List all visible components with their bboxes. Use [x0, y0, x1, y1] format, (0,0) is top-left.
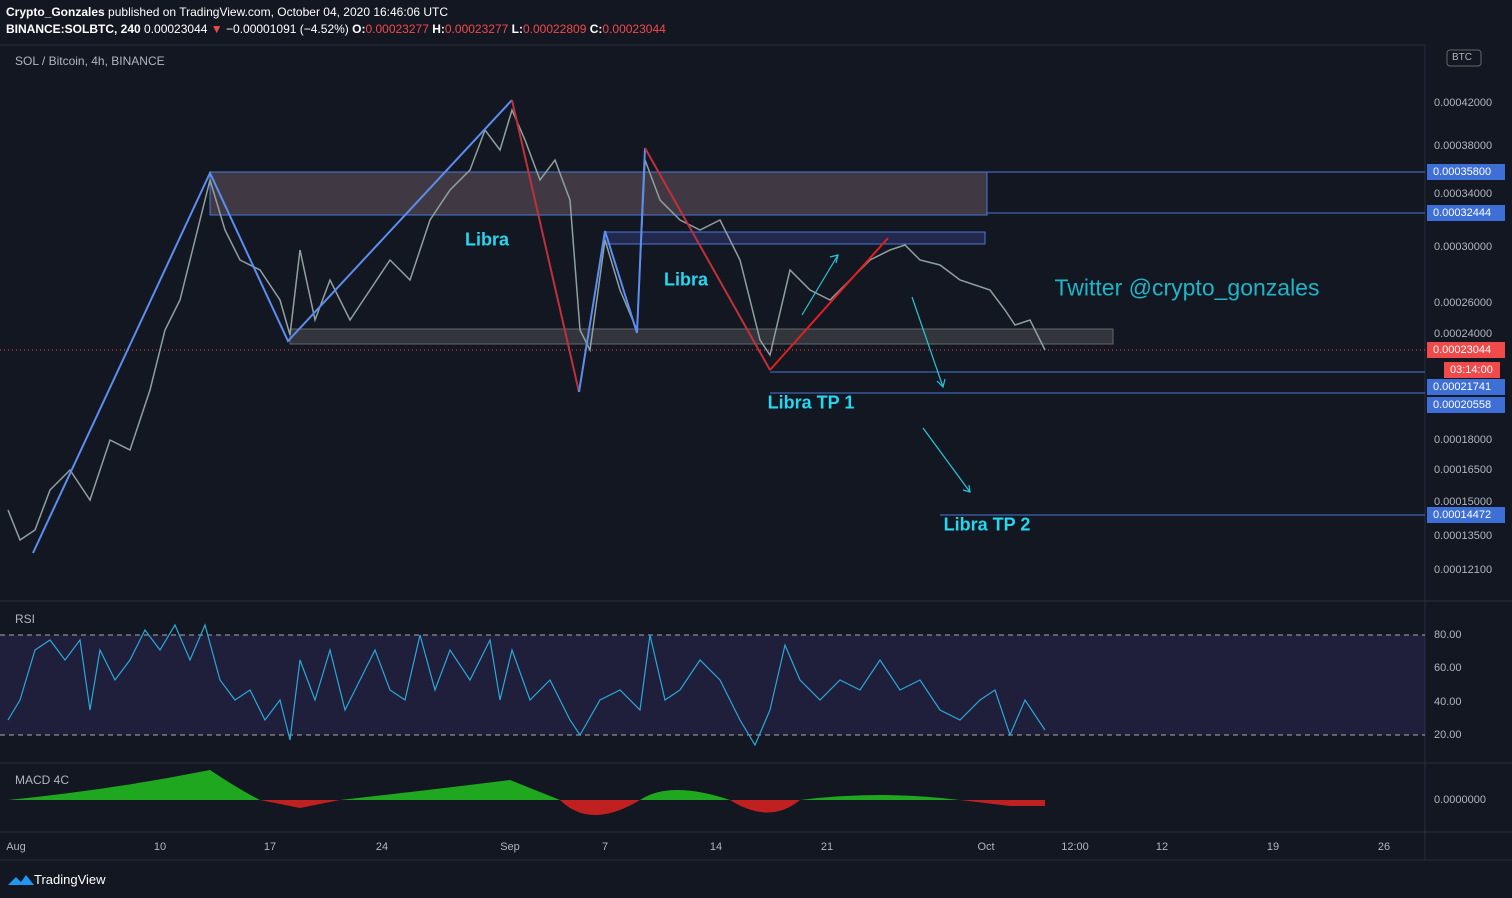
author: Crypto_Gonzales	[6, 5, 105, 19]
price-label: 0.00042000	[1434, 97, 1493, 109]
low-label: L:	[511, 22, 523, 36]
rsi-label: 40.00	[1434, 696, 1462, 708]
time-label: 14	[709, 841, 723, 853]
low: 0.00022809	[522, 22, 587, 36]
rsi-label: 20.00	[1434, 729, 1462, 741]
header-line-1: Crypto_Gonzales published on TradingView…	[6, 5, 448, 19]
brand[interactable]: TradingView	[34, 872, 106, 887]
price-tag: 0.00021741	[1427, 379, 1505, 395]
time-label: 12:00	[1061, 841, 1089, 853]
currency-badge[interactable]: BTC	[1452, 52, 1472, 63]
price-tag: 0.00020558	[1427, 397, 1505, 413]
time-label: 19	[1266, 841, 1280, 853]
price-label: 0.00038000	[1434, 140, 1493, 152]
time-label: 17	[263, 841, 277, 853]
price-label: 0.00012100	[1434, 564, 1493, 576]
last-price: 0.00023044	[144, 22, 208, 36]
time-label: Aug	[6, 841, 26, 853]
time-label: 7	[601, 841, 609, 853]
price-label: 0.00013500	[1434, 530, 1493, 542]
price-label: 0.00024000	[1434, 328, 1493, 340]
symbol: BINANCE:SOLBTC, 240	[6, 22, 141, 36]
price-label: 0.00034000	[1434, 188, 1493, 200]
chart-legend: SOL / Bitcoin, 4h, BINANCE	[15, 54, 165, 68]
price-tag: 0.00035800	[1427, 164, 1505, 180]
time-label: Oct	[977, 841, 995, 853]
close: 0.00023044	[602, 22, 666, 36]
annotation: Libra TP 1	[767, 392, 855, 413]
annotation: Libra	[464, 229, 510, 250]
price-label: 0.00015000	[1434, 496, 1493, 508]
price-label: 0.00016500	[1434, 464, 1493, 476]
rsi-title: RSI	[15, 612, 36, 626]
time-label: 10	[153, 841, 167, 853]
time-label: 26	[1377, 841, 1391, 853]
time-label: 21	[820, 841, 834, 853]
macd-title: MACD 4C	[15, 773, 70, 787]
high-label: H:	[432, 22, 445, 36]
last-price-tag: 0.00023044	[1427, 342, 1505, 358]
price-tag: 0.00014472	[1427, 507, 1505, 523]
change: −0.00001091 (−4.52%)	[226, 22, 349, 36]
open: 0.00023277	[365, 22, 429, 36]
annotation: Libra	[663, 269, 709, 290]
change-arrow: ▼	[210, 22, 223, 36]
twitter-handle: Twitter @crypto_gonzales	[1054, 274, 1320, 301]
close-label: C:	[589, 22, 603, 36]
time-label: 12	[1155, 841, 1169, 853]
time-label: 24	[375, 841, 389, 853]
price-tag: 0.00032444	[1427, 205, 1505, 221]
rsi-label: 60.00	[1434, 662, 1462, 674]
price-label: 0.00030000	[1434, 241, 1493, 253]
macd-label: 0.0000000	[1434, 794, 1486, 806]
price-label: 0.00026000	[1434, 297, 1493, 309]
annotation: Libra TP 2	[943, 514, 1031, 535]
high: 0.00023277	[444, 22, 509, 36]
rsi-label: 80.00	[1434, 629, 1462, 641]
header-line-2: BINANCE:SOLBTC, 240 0.00023044 ▼ −0.0000…	[6, 22, 666, 36]
countdown-tag: 03:14:00	[1444, 362, 1500, 378]
open-label: O:	[352, 22, 366, 36]
published: published on TradingView.com, October 04…	[108, 5, 449, 19]
time-label: Sep	[500, 841, 520, 853]
price-label: 0.00018000	[1434, 434, 1493, 446]
